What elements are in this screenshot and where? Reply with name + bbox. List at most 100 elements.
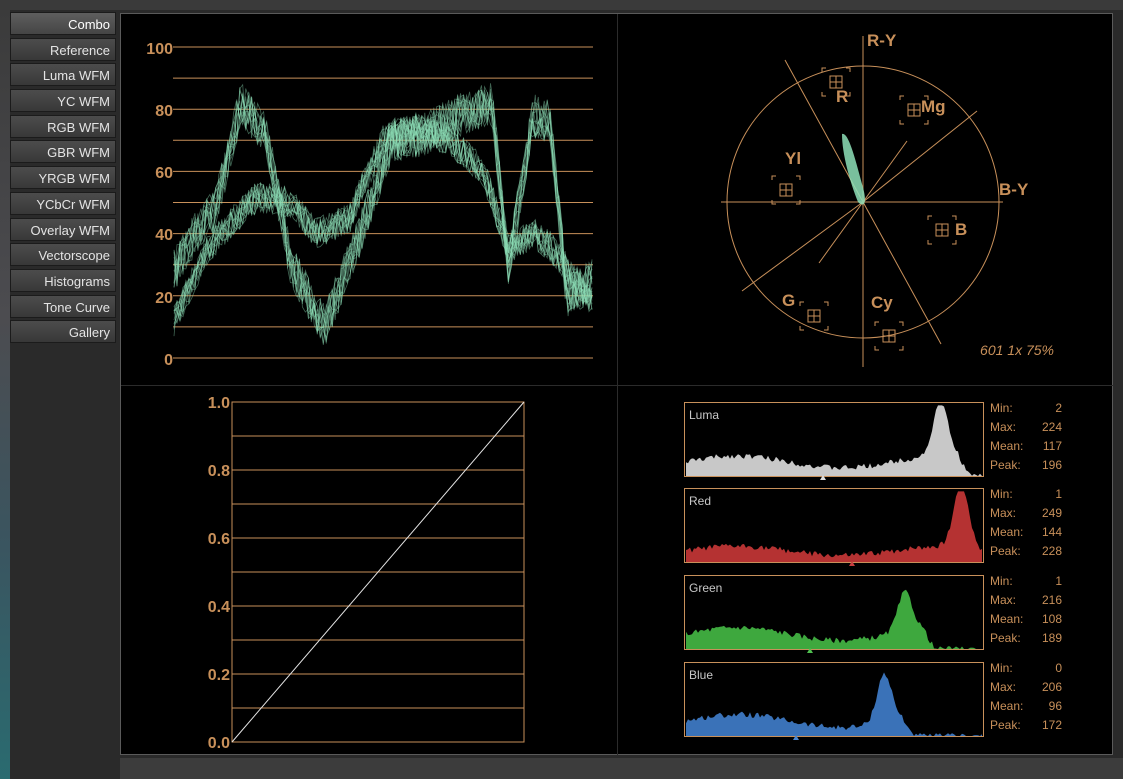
green-min-label: Min:: [990, 574, 1013, 588]
wfm-tick-20: 20: [155, 290, 173, 307]
sidebar-item-vectorscope[interactable]: Vectorscope: [10, 243, 116, 267]
red-mean-label: Mean:: [990, 525, 1024, 539]
wfm-tick-0: 0: [164, 352, 173, 369]
top-bar: [0, 0, 1123, 10]
blue-mean-marker: [793, 735, 799, 740]
sidebar-item-yrgb-wfm[interactable]: YRGB WFM: [10, 166, 116, 190]
waveform-trace-strand: [173, 112, 593, 321]
scope-display: 100 80 60 40 20 0 R-Y B-Y R Mg B Cy G Yl…: [120, 13, 1114, 756]
vs-target-box: [874, 321, 904, 351]
sidebar-item-histograms[interactable]: Histograms: [10, 268, 116, 292]
sidebar-item-ycbcr-wfm[interactable]: YCbCr WFM: [10, 191, 116, 215]
red-peak-label: Peak:: [990, 544, 1021, 558]
blue-mean-label: Mean:: [990, 699, 1024, 713]
waveform-trace-strand: [173, 116, 593, 325]
blue-min-value: 0: [1055, 661, 1062, 675]
tone-tick-0-6: 0.6: [208, 531, 230, 548]
blue-max-value: 206: [1041, 680, 1062, 694]
sidebar-item-rgb-wfm[interactable]: RGB WFM: [10, 114, 116, 138]
waveform-trace-strand: [173, 92, 593, 339]
histogram-green: Green Min: 1 Max: 216 Mean: 108 Peak: 189: [684, 572, 1064, 653]
tone-tick-0-0: 0.0: [208, 735, 230, 752]
histogram-blue: Blue Min: 0 Max: 206 Mean: 96 Peak: 172: [684, 661, 1064, 740]
vs-target-box: [927, 215, 957, 245]
sidebar-item-gallery[interactable]: Gallery: [10, 320, 116, 344]
green-stats: Min: 1 Max: 216 Mean: 108 Peak: 189: [990, 572, 1062, 648]
vs-target-g: G: [782, 291, 795, 310]
vs-target-cy: Cy: [871, 293, 893, 312]
wfm-tick-100: 100: [146, 41, 173, 58]
red-mean-marker: [849, 561, 855, 566]
waveform-trace-strand: [173, 85, 593, 344]
waveform-trace-strand: [173, 83, 593, 328]
luma-label: Luma: [689, 408, 719, 422]
luma-max-value: 224: [1041, 420, 1062, 434]
bottom-status-bar: [120, 758, 1123, 779]
vs-target-box: [899, 95, 929, 125]
vectorscope-footer: 601 1x 75%: [980, 342, 1054, 358]
scope-mode-sidebar: Combo Reference Luma WFM YC WFM RGB WFM …: [10, 12, 116, 346]
luma-min-value: 2: [1055, 401, 1062, 415]
red-mean-value: 144: [1041, 525, 1062, 539]
green-peak-value: 189: [1041, 631, 1062, 645]
sidebar-item-reference[interactable]: Reference: [10, 37, 116, 61]
sidebar-item-tone-curve[interactable]: Tone Curve: [10, 294, 116, 318]
waveform-trace-strand: [173, 83, 593, 331]
green-max-label: Max:: [990, 593, 1017, 607]
green-mean-label: Mean:: [990, 612, 1024, 626]
luma-mean-value: 117: [1042, 439, 1062, 453]
wfm-tick-80: 80: [155, 103, 173, 120]
blue-peak-value: 172: [1041, 718, 1062, 732]
sidebar-item-gbr-wfm[interactable]: GBR WFM: [10, 140, 116, 164]
blue-max-label: Max:: [990, 680, 1017, 694]
green-max-value: 216: [1041, 593, 1062, 607]
sidebar-item-luma-wfm[interactable]: Luma WFM: [10, 63, 116, 87]
tone-curve-line: [231, 401, 525, 743]
histogram-red: Red Min: 1 Max: 249 Mean: 144 Peak: 228: [684, 487, 1064, 566]
vectorscope-graticule: [721, 36, 1003, 367]
luma-histogram-shape: [686, 405, 982, 476]
red-histogram-shape: [686, 491, 982, 562]
luma-mean-label: Mean:: [990, 439, 1024, 453]
luma-mean-marker: [820, 475, 826, 480]
waveform-trace-strand: [173, 89, 593, 346]
luma-peak-label: Peak:: [990, 458, 1021, 472]
waveform-trace-strand: [173, 115, 593, 312]
vs-target-box: [771, 175, 801, 205]
blue-label: Blue: [689, 668, 713, 682]
sidebar-item-yc-wfm[interactable]: YC WFM: [10, 89, 116, 113]
red-max-label: Max:: [990, 506, 1017, 520]
green-histogram-shape: [686, 589, 982, 649]
luma-min-label: Min:: [990, 401, 1013, 415]
tone-tick-0-4: 0.4: [208, 599, 230, 616]
red-min-label: Min:: [990, 487, 1013, 501]
vectorscope-trace: [842, 133, 865, 205]
green-mean-marker: [807, 648, 813, 653]
red-min-value: 1: [1055, 487, 1062, 501]
blue-histogram-shape: [686, 672, 982, 736]
green-label: Green: [689, 581, 722, 595]
waveform-trace: [173, 83, 593, 346]
green-min-value: 1: [1055, 574, 1062, 588]
green-peak-label: Peak:: [990, 631, 1021, 645]
waveform-trace-strand: [173, 114, 593, 337]
tone-tick-1-0: 1.0: [208, 395, 230, 412]
green-mean-value: 108: [1041, 612, 1062, 626]
vs-label-ry: R-Y: [867, 31, 897, 50]
waveform-trace-strand: [173, 90, 593, 339]
vs-label-by: B-Y: [999, 180, 1029, 199]
waveform-trace-strand: [173, 118, 593, 313]
vectorscope-targets: [771, 67, 957, 351]
histogram-luma: Luma Min: 2 Max: 224 Mean: 117 Peak: 196: [684, 401, 1064, 480]
red-label: Red: [689, 494, 711, 508]
left-edge-strip: [0, 10, 10, 779]
luma-waveform-panel: 100 80 60 40 20 0: [146, 41, 593, 369]
waveform-trace-strand: [173, 94, 593, 335]
waveform-trace-strand: [173, 117, 593, 321]
waveform-trace-strand: [173, 93, 593, 334]
red-peak-value: 228: [1041, 544, 1062, 558]
wfm-tick-40: 40: [155, 227, 173, 244]
sidebar-item-combo[interactable]: Combo: [10, 12, 116, 35]
sidebar-item-overlay-wfm[interactable]: Overlay WFM: [10, 217, 116, 241]
blue-mean-value: 96: [1048, 699, 1062, 713]
